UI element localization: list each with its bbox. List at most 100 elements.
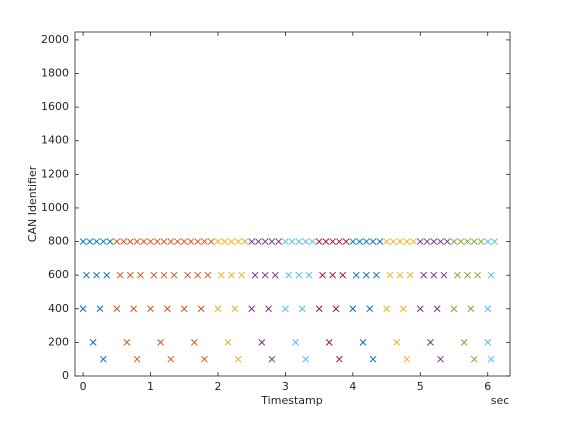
point [116, 271, 124, 279]
point [248, 238, 256, 245]
point [437, 355, 444, 363]
point [315, 305, 323, 313]
x-tick-label: 4 [349, 380, 356, 393]
point [285, 271, 293, 279]
point [362, 238, 370, 245]
point [454, 271, 461, 279]
point [450, 305, 458, 313]
point [406, 271, 414, 279]
point [83, 271, 90, 279]
x-unit: sec [491, 394, 510, 407]
point [96, 305, 104, 313]
point [255, 238, 262, 245]
point [362, 271, 370, 279]
y-tick-label: 400 [48, 302, 69, 315]
y-tick-label: 200 [48, 335, 69, 348]
point [366, 305, 374, 313]
point [282, 238, 289, 245]
point [487, 355, 495, 363]
point [474, 271, 481, 279]
point [329, 271, 336, 279]
point [484, 238, 492, 245]
point [160, 238, 168, 245]
point [201, 238, 208, 245]
point [268, 355, 276, 363]
point [204, 271, 212, 279]
point [450, 238, 458, 245]
point [93, 238, 100, 245]
point [339, 271, 347, 279]
point [157, 339, 165, 346]
point [113, 238, 121, 245]
point [443, 238, 451, 245]
point [376, 238, 384, 245]
point [484, 305, 492, 313]
point [309, 238, 316, 245]
x-tick-label: 0 [80, 380, 87, 393]
point [437, 238, 444, 245]
point [433, 305, 441, 313]
y-tick-label: 600 [48, 268, 69, 281]
point [137, 271, 144, 279]
point [194, 271, 202, 279]
point [89, 339, 97, 346]
point [174, 238, 181, 245]
point [430, 271, 438, 279]
point [369, 238, 377, 245]
point [265, 305, 272, 313]
point [403, 238, 411, 245]
point [477, 238, 485, 245]
point [79, 305, 87, 313]
point [319, 271, 326, 279]
point [133, 355, 141, 363]
point [261, 271, 269, 279]
point [224, 339, 232, 346]
point [484, 339, 492, 346]
point [271, 271, 279, 279]
point [396, 271, 404, 279]
point [258, 339, 266, 346]
point [467, 305, 475, 313]
point [231, 305, 239, 313]
point [295, 238, 303, 245]
point [99, 355, 107, 363]
point [207, 238, 215, 245]
y-axis-label: CAN Identifier [26, 165, 39, 242]
point [440, 271, 448, 279]
x-tick-label: 2 [214, 380, 221, 393]
point [427, 339, 434, 346]
point [389, 238, 397, 245]
point [369, 355, 377, 363]
point [99, 238, 107, 245]
y-tick-label: 0 [62, 369, 69, 382]
point [322, 238, 330, 245]
point [191, 339, 198, 346]
point [487, 271, 495, 279]
point [292, 339, 299, 346]
point [228, 271, 235, 279]
point [147, 238, 154, 245]
point [234, 238, 242, 245]
point [180, 305, 188, 313]
point [336, 238, 343, 245]
point [275, 238, 283, 245]
point [400, 305, 407, 313]
point [470, 355, 478, 363]
point [106, 238, 114, 245]
point [221, 238, 229, 245]
point [332, 305, 340, 313]
point [140, 238, 148, 245]
point [170, 271, 178, 279]
point [325, 339, 333, 346]
y-tick-label: 1600 [41, 100, 69, 113]
point [315, 238, 323, 245]
point [342, 238, 350, 245]
point [416, 238, 424, 245]
point [305, 271, 313, 279]
point [491, 238, 498, 245]
point [349, 238, 357, 245]
point [329, 238, 336, 245]
x-tick-label: 1 [147, 380, 154, 393]
point [241, 238, 249, 245]
